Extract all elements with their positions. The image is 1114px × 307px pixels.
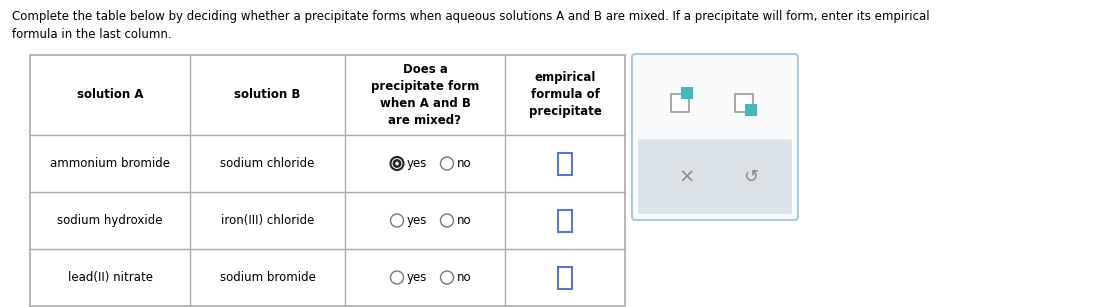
Circle shape [440, 157, 453, 170]
Text: ×: × [678, 167, 694, 186]
Circle shape [391, 157, 403, 170]
FancyBboxPatch shape [638, 139, 792, 214]
Text: ↺: ↺ [743, 168, 758, 186]
Text: yes: yes [407, 157, 427, 170]
Bar [735, 94, 753, 112]
Text: empirical
formula of
precipitate: empirical formula of precipitate [528, 72, 602, 119]
Bar [30, 55, 625, 306]
Text: sodium chloride: sodium chloride [221, 157, 314, 170]
Circle shape [392, 159, 401, 168]
Text: no: no [457, 214, 471, 227]
Text: lead(II) nitrate: lead(II) nitrate [68, 271, 153, 284]
Text: iron(III) chloride: iron(III) chloride [221, 214, 314, 227]
Bar [671, 94, 688, 112]
FancyBboxPatch shape [632, 54, 798, 220]
Bar [558, 266, 571, 289]
Text: solution B: solution B [234, 88, 301, 102]
Circle shape [391, 271, 403, 284]
Text: sodium bromide: sodium bromide [219, 271, 315, 284]
Circle shape [395, 162, 399, 165]
Bar [682, 88, 692, 98]
Text: yes: yes [407, 214, 427, 227]
Text: no: no [457, 271, 471, 284]
Text: ammonium bromide: ammonium bromide [50, 157, 170, 170]
Text: no: no [457, 157, 471, 170]
Text: Complete the table below by deciding whether a precipitate forms when aqueous so: Complete the table below by deciding whe… [12, 10, 929, 41]
Circle shape [440, 214, 453, 227]
Bar [558, 209, 571, 231]
Bar [745, 105, 755, 115]
Text: Does a
precipitate form
when A and B
are mixed?: Does a precipitate form when A and B are… [371, 63, 479, 127]
Circle shape [391, 214, 403, 227]
Bar [558, 153, 571, 174]
Text: yes: yes [407, 271, 427, 284]
Text: solution A: solution A [77, 88, 144, 102]
Text: sodium hydroxide: sodium hydroxide [57, 214, 163, 227]
Circle shape [440, 271, 453, 284]
